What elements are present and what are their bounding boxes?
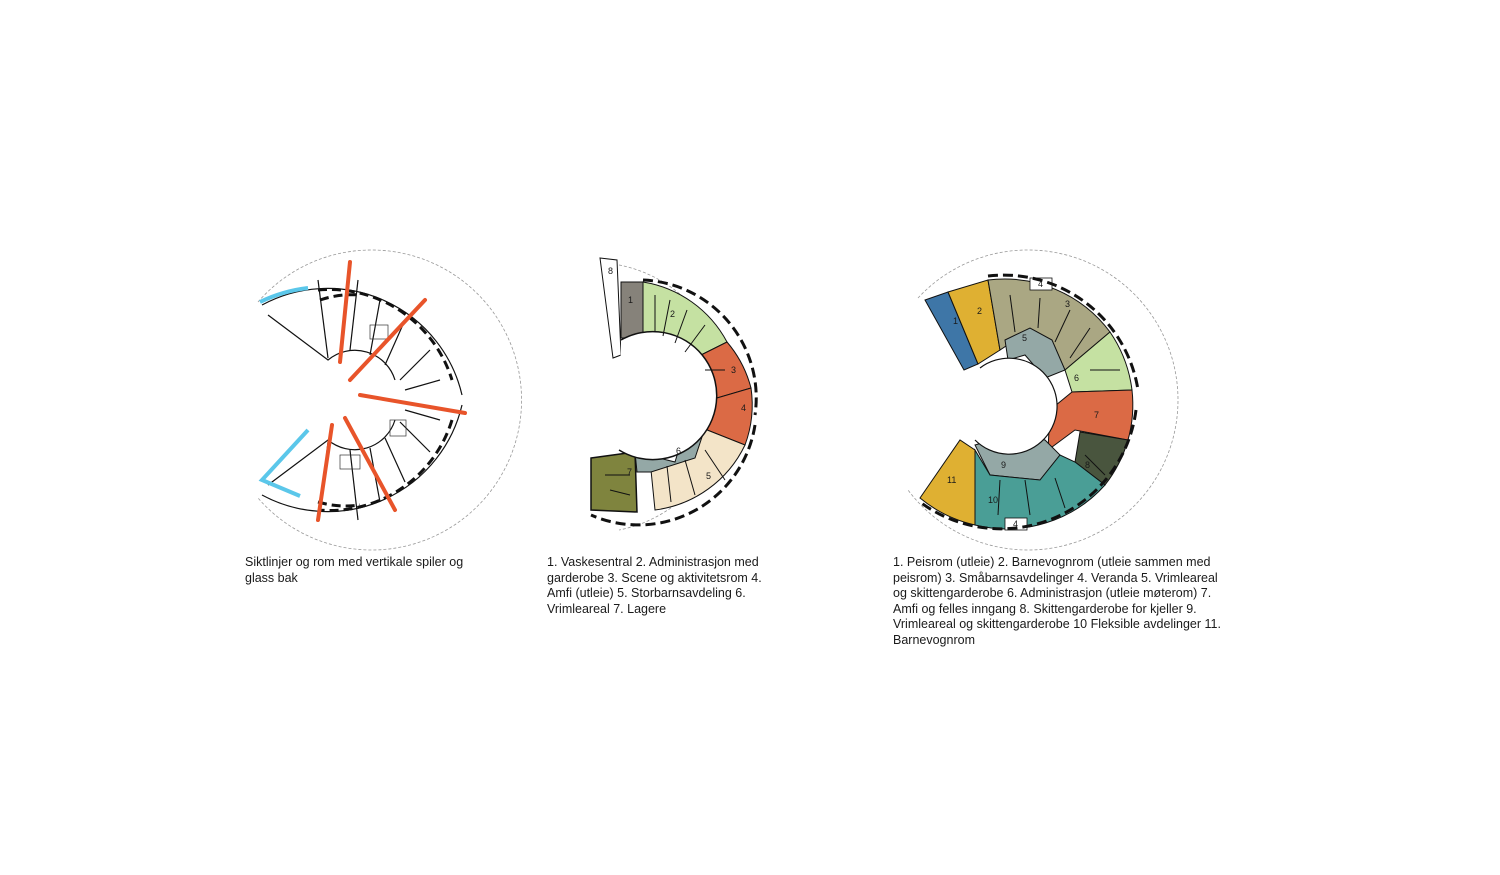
plan3-label-8: 8 xyxy=(1085,460,1090,470)
plan3-zone-labels: 1 2 3 4 4 5 6 7 8 9 10 11 xyxy=(947,279,1099,529)
plan3-label-4b: 4 xyxy=(1013,519,1018,529)
plan3-label-9: 9 xyxy=(1001,460,1006,470)
plan3-label-2: 2 xyxy=(977,306,982,316)
plan3-outer-dashed-outline xyxy=(907,249,1179,551)
plan3-label-6: 6 xyxy=(1074,373,1079,383)
plan2-label-4: 4 xyxy=(741,403,746,413)
floor-plan-2: 1 2 3 4 5 6 7 8 xyxy=(590,257,758,531)
sightlines-plan xyxy=(257,249,522,551)
caption-sightlines: Siktlinjer og rom med vertikale spiler o… xyxy=(245,555,464,585)
caption-plan-3: 1. Peisrom (utleie) 2. Barnevognrom (utl… xyxy=(893,555,1221,647)
plan2-label-2: 2 xyxy=(670,309,675,319)
plan2-label-8: 8 xyxy=(608,266,613,276)
plan2-zone-labels: 1 2 3 4 5 6 7 8 xyxy=(608,266,746,481)
plan3-label-7: 7 xyxy=(1094,410,1099,420)
plan2-label-7: 7 xyxy=(627,467,632,477)
plan2-zone-1 xyxy=(620,281,644,339)
plan3-wall-dashes xyxy=(919,273,1140,531)
plan3-interior-walls xyxy=(997,294,1120,516)
plan3-label-4a: 4 xyxy=(1038,279,1043,289)
plan3-label-3: 3 xyxy=(1065,299,1070,309)
plan2-label-1: 1 xyxy=(628,295,633,305)
plan2-zone-7 xyxy=(590,451,638,513)
plan2-label-3: 3 xyxy=(731,365,736,375)
plan3-zone-11 xyxy=(919,439,976,526)
caption-plan-2: 1. Vaskesentral 2. Administrasjon med ga… xyxy=(547,555,762,616)
floor-plan-3: 1 2 3 4 4 5 6 7 8 9 10 11 xyxy=(907,249,1179,551)
plan1-building-outline xyxy=(261,279,463,521)
plan1-stair-blocks xyxy=(339,324,407,470)
plan2-interior-walls xyxy=(605,295,726,503)
plan2-label-5: 5 xyxy=(706,471,711,481)
plan3-label-1: 1 xyxy=(953,316,958,326)
plan2-label-6: 6 xyxy=(676,446,681,456)
plan3-label-10: 10 xyxy=(988,495,998,505)
plan3-label-11: 11 xyxy=(947,475,956,485)
plan2-inner-courtyard xyxy=(618,330,718,461)
plan2-wall-dashes xyxy=(590,278,758,527)
plan3-label-5: 5 xyxy=(1022,333,1027,343)
glass-wall-icon xyxy=(258,286,310,498)
sightline-icon xyxy=(316,260,467,522)
plan3-inner-courtyard xyxy=(974,357,1058,455)
